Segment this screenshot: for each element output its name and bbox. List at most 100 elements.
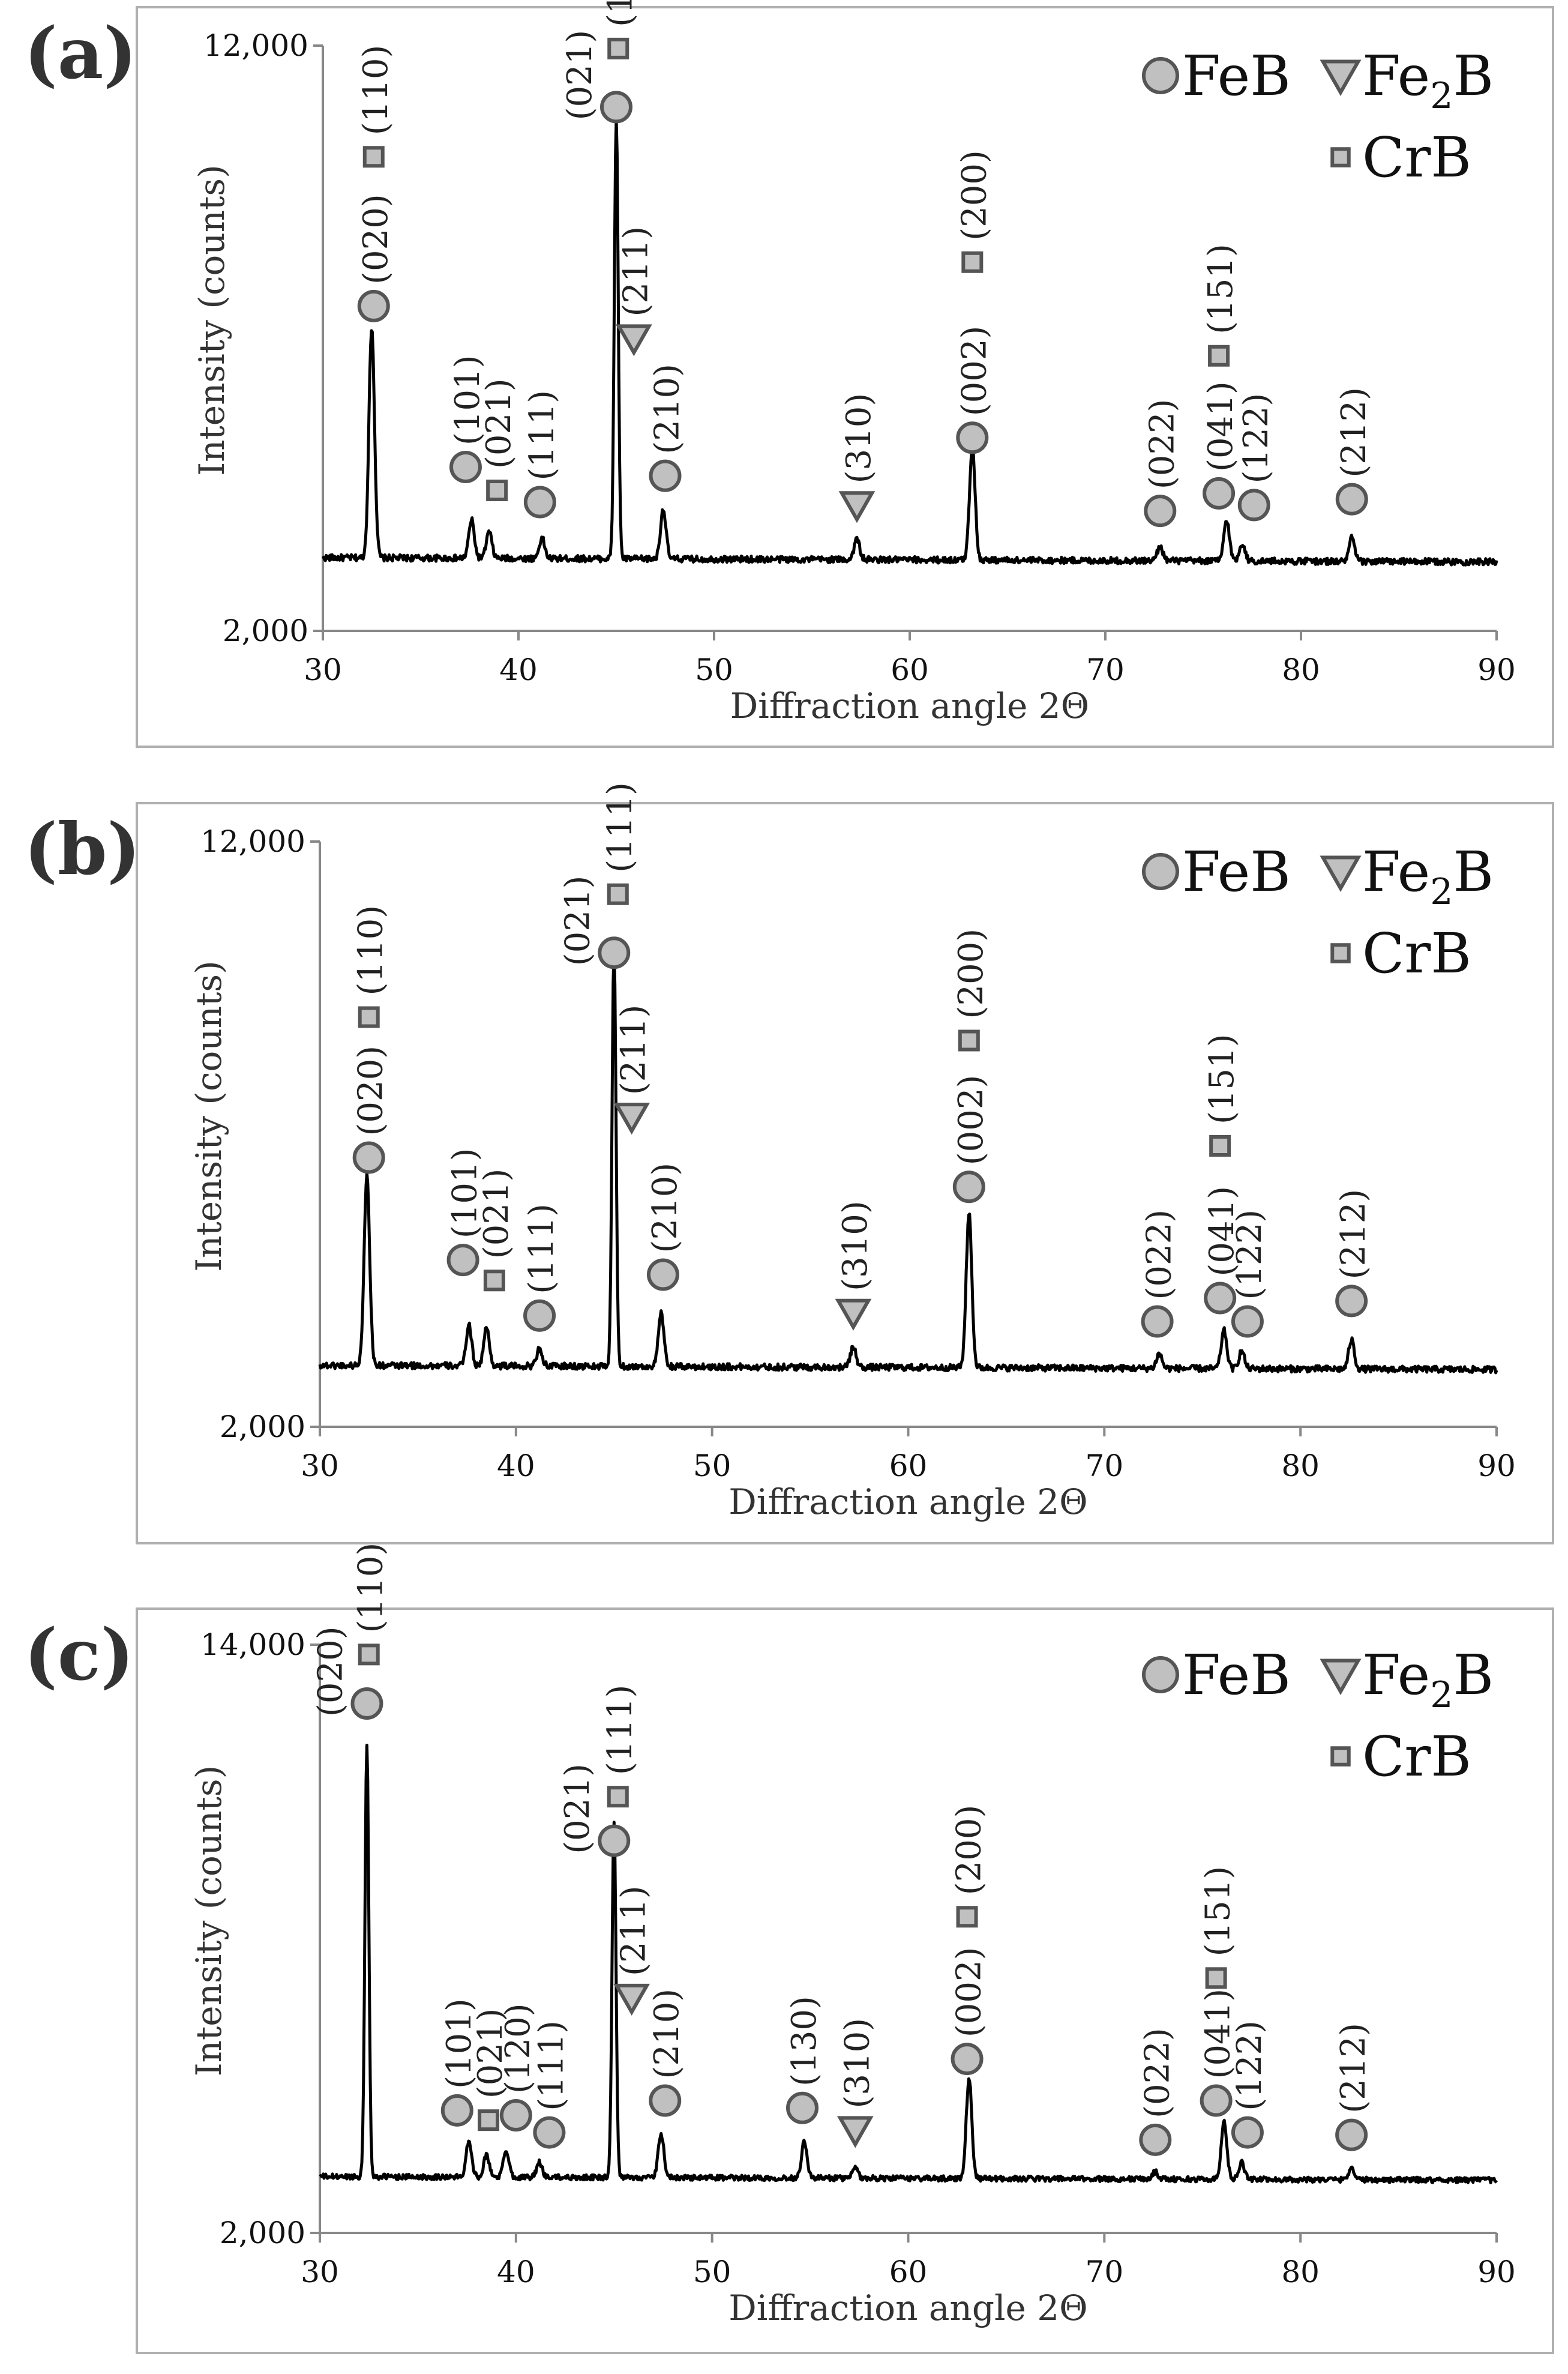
circle-marker [1335, 483, 1368, 516]
miller-index-label: (110) [352, 1543, 391, 1633]
x-tick-label: 50 [693, 2255, 731, 2289]
circle-marker [598, 936, 631, 969]
miller-index-label: (210) [648, 364, 687, 454]
circle-marker [352, 1141, 385, 1174]
legend: FeB Fe2B CrB [1142, 1643, 1494, 1789]
miller-index-label: (110) [356, 45, 395, 136]
legend-label-suffix: B [1453, 1643, 1494, 1707]
miller-index-label: (122) [1237, 393, 1276, 484]
square-marker [607, 1786, 629, 1808]
miller-index-label: (151) [1199, 1866, 1238, 1957]
miller-index-label: (212) [1335, 387, 1374, 478]
panel-label: (a) [24, 11, 137, 95]
legend-label-suffix: B [1453, 44, 1494, 108]
miller-index-label: (021) [560, 30, 599, 121]
miller-index-label: (002) [950, 1947, 989, 2037]
x-tick-label: 30 [301, 2255, 339, 2289]
y-axis-label: Intensity (counts) [188, 1765, 229, 2077]
x-tick-label: 70 [1086, 652, 1125, 687]
x-tick-label: 70 [1086, 2255, 1124, 2289]
miller-index-label: (002) [955, 326, 994, 417]
x-tick-label: 80 [1281, 2255, 1320, 2289]
legend-label-main: Fe [1362, 44, 1430, 108]
square-marker [607, 37, 629, 59]
legend-label: Fe2B [1362, 840, 1494, 913]
square-marker [956, 1906, 978, 1928]
circle-legend-icon [1142, 1656, 1179, 1693]
square-marker [607, 883, 629, 905]
miller-index-label: (111) [601, 1685, 640, 1776]
x-tick-label: 80 [1281, 1448, 1320, 1483]
legend-label: FeB [1182, 840, 1291, 904]
legend-label-suffix: B [1453, 840, 1494, 904]
legend-label: Fe2B [1362, 1643, 1494, 1716]
miller-index-label: (130) [785, 1996, 824, 2086]
miller-index-label: (020) [356, 194, 395, 285]
triangle-legend-icon [1320, 855, 1362, 892]
square-marker [478, 2109, 500, 2131]
circle-marker [1231, 2116, 1264, 2149]
miller-index-label: (022) [1140, 1210, 1179, 1300]
legend-label: FeB [1182, 1643, 1291, 1707]
legend-label-main: Fe [1362, 840, 1430, 904]
miller-index-label: (310) [840, 393, 879, 484]
square-legend-icon [1330, 1746, 1351, 1767]
square-marker [1208, 345, 1230, 367]
x-tick-label: 50 [695, 652, 733, 687]
x-tick-label: 30 [304, 652, 342, 687]
panel-label: (c) [24, 1613, 134, 1696]
triangle-marker [838, 491, 876, 523]
circle-legend-icon [1142, 57, 1179, 94]
miller-index-label: (021) [558, 876, 597, 966]
legend-label-main: CrB [1362, 1725, 1471, 1789]
square-marker [961, 251, 984, 273]
x-tick-label: 40 [499, 652, 538, 687]
circle-marker [786, 2091, 819, 2124]
x-tick-label: 40 [497, 2255, 535, 2289]
square-marker [358, 1006, 380, 1028]
triangle-marker [613, 1983, 650, 2016]
x-tick-label: 70 [1086, 1448, 1124, 1483]
miller-index-label: (122) [1230, 1210, 1269, 1300]
triangle-legend-icon [1320, 1658, 1362, 1695]
legend-label-main: FeB [1182, 44, 1291, 108]
x-axis-label: Diffraction angle 2Θ [728, 1481, 1087, 1522]
circle-marker [1200, 2084, 1233, 2117]
miller-index-label: (111) [522, 1204, 561, 1294]
circle-marker [1335, 1285, 1368, 1318]
miller-index-label: (101) [446, 1148, 485, 1239]
circle-marker [649, 459, 682, 492]
miller-index-label: (212) [1334, 1189, 1373, 1280]
circle-marker [649, 2084, 682, 2117]
y-tick-label: 12,000 [200, 824, 305, 859]
x-tick-label: 80 [1282, 652, 1320, 687]
miller-index-label: (021) [471, 2008, 510, 2099]
circle-marker [956, 421, 989, 454]
legend-label: Fe2B [1362, 44, 1494, 117]
circle-marker [1144, 495, 1177, 528]
square-marker [358, 1643, 380, 1666]
circle-marker [646, 1258, 679, 1291]
circle-marker [533, 2116, 566, 2149]
xrd-trace-line [319, 1743, 1498, 2184]
miller-index-label: (111) [601, 782, 640, 873]
circle-marker [1335, 2118, 1368, 2151]
miller-index-label: (111) [601, 0, 640, 27]
square-marker [486, 480, 508, 501]
circle-marker [600, 91, 632, 124]
triangle-marker [835, 1298, 872, 1331]
legend-label-sub: 2 [1430, 75, 1453, 117]
miller-index-label: (210) [647, 1989, 686, 2079]
y-axis-label: Intensity (counts) [191, 164, 232, 476]
circle-marker [440, 2094, 473, 2127]
x-tick-label: 90 [1477, 1448, 1516, 1483]
legend-label: CrB [1362, 921, 1471, 986]
xrd-trace-line [318, 946, 1498, 1375]
miller-index-label: (200) [955, 150, 994, 241]
miller-index-label: (122) [1230, 2020, 1269, 2111]
square-legend-icon [1330, 943, 1351, 963]
panel-frame [136, 1607, 1554, 2354]
miller-index-label: (210) [646, 1163, 685, 1253]
miller-index-label: (211) [614, 1885, 653, 1976]
